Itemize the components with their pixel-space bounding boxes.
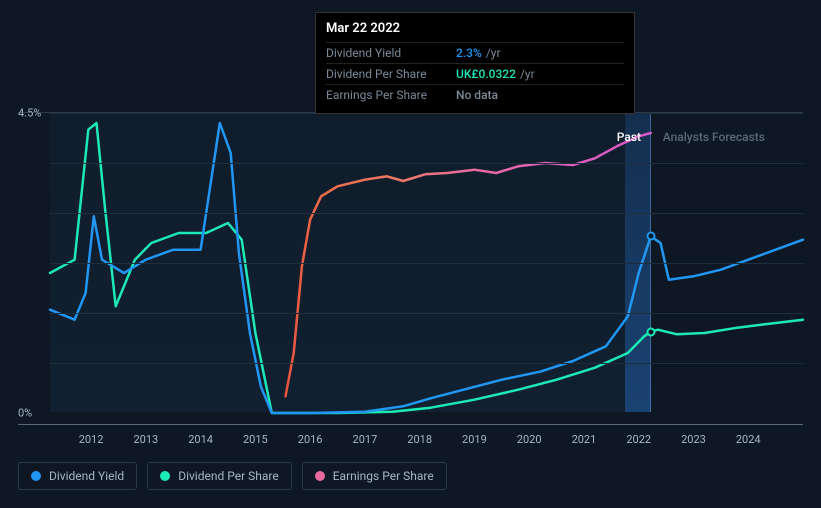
tooltip-value: 2.3% xyxy=(456,46,482,60)
x-axis-label: 2014 xyxy=(188,433,213,446)
legend: Dividend Yield Dividend Per Share Earnings… xyxy=(18,462,447,490)
legend-dot-icon xyxy=(31,471,41,481)
y-axis-label: 4.5% xyxy=(18,107,41,120)
tooltip-value: UK£0.0322 xyxy=(456,67,516,81)
past-label: Past xyxy=(617,130,641,144)
x-axis-label: 2020 xyxy=(517,433,542,446)
legend-item-dividend-per-share[interactable]: Dividend Per Share xyxy=(147,462,292,490)
tooltip-row: Dividend Yield2.3% /yr xyxy=(326,42,624,63)
x-axis-label: 2021 xyxy=(572,433,597,446)
legend-label: Dividend Per Share xyxy=(178,469,279,483)
tooltip-unit: /yr xyxy=(486,46,501,60)
gridline xyxy=(50,363,803,364)
x-axis-label: 2022 xyxy=(626,433,651,446)
tooltip-unit: /yr xyxy=(520,67,535,81)
tooltip-date: Mar 22 2022 xyxy=(326,21,624,36)
x-axis-label: 2015 xyxy=(243,433,268,446)
x-axis: 2012 2013 2014 2015 2016 2017 2018 2019 2020 2021… xyxy=(18,424,803,452)
tooltip-row: Earnings Per ShareNo data xyxy=(326,84,624,105)
legend-dot-icon xyxy=(315,471,325,481)
tooltip-key: Dividend Per Share xyxy=(326,67,456,81)
x-axis-label: 2023 xyxy=(681,433,706,446)
gridline xyxy=(50,313,803,314)
tooltip: Mar 22 2022 Dividend Yield2.3%/yrDividen… xyxy=(315,12,635,114)
tooltip-row: Dividend Per ShareUK£0.0322/yr xyxy=(326,63,624,84)
x-axis-label: 2018 xyxy=(407,433,432,446)
x-axis-label: 2016 xyxy=(298,433,323,446)
plot-region[interactable] xyxy=(50,113,803,412)
y-axis-label: 0% xyxy=(18,407,32,420)
gridline xyxy=(50,263,803,264)
x-axis-label: 2012 xyxy=(79,433,104,446)
legend-dot-icon xyxy=(160,471,170,481)
tooltip-key: Earnings Per Share xyxy=(326,88,456,102)
legend-item-dividend-yield[interactable]: Dividend Yield xyxy=(18,462,137,490)
legend-label: Dividend Yield xyxy=(49,469,124,483)
dividend_per_share-marker xyxy=(646,327,655,336)
gridline xyxy=(50,213,803,214)
tooltip-rows: Dividend Yield2.3%/yrDividend Per ShareU… xyxy=(326,42,624,105)
forecast-label: Analysts Forecasts xyxy=(663,130,765,144)
dividend_yield-marker xyxy=(646,232,655,241)
chart-area: 0%4.5% xyxy=(18,112,803,412)
x-axis-label: 2024 xyxy=(736,433,761,446)
x-axis-label: 2017 xyxy=(353,433,378,446)
legend-item-earnings-per-share[interactable]: Earnings Per Share xyxy=(302,462,447,490)
x-axis-label: 2019 xyxy=(462,433,487,446)
tooltip-key: Dividend Yield xyxy=(326,46,456,60)
tooltip-value: No data xyxy=(456,88,498,102)
legend-label: Earnings Per Share xyxy=(333,469,434,483)
gridline xyxy=(50,163,803,164)
x-axis-label: 2013 xyxy=(133,433,158,446)
